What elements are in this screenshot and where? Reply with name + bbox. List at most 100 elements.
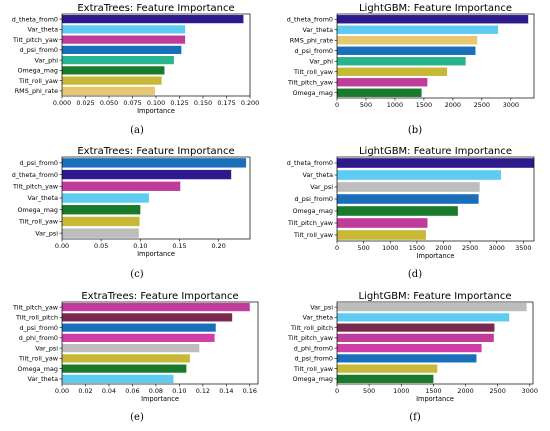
bar-Tilt_roll_yaw	[337, 67, 448, 76]
bar-Var_psi	[337, 182, 480, 192]
chart-title: ExtraTrees: Feature Importance	[77, 146, 234, 157]
x-tick-label: 1000	[393, 387, 409, 395]
category-label: Omega_mag	[17, 206, 58, 214]
bar-d_psi_from0	[62, 158, 247, 168]
bar-Tilt_roll_yaw	[62, 216, 140, 227]
category-label: RMS_phi_rate	[15, 87, 58, 95]
x-tick-label: 0.00	[55, 242, 69, 250]
x-axis-label: Importance	[141, 395, 179, 403]
bar-d_phi_from0	[337, 344, 482, 353]
bar-Var_theta	[62, 374, 174, 383]
bar-Var_theta	[62, 25, 186, 34]
category-label: Var_theta	[302, 314, 333, 322]
x-tick-label: 3000	[503, 101, 519, 109]
x-tick-label: 1500	[425, 387, 441, 395]
x-tick-label: 2000	[457, 387, 473, 395]
bar-Tilt_roll_pitch	[62, 313, 233, 322]
bar-Var_theta	[62, 193, 149, 203]
bar-d_theta_from0	[337, 158, 534, 168]
bar-Omega_mag	[337, 88, 422, 97]
x-tick-label: 3500	[515, 244, 531, 252]
x-tick-label: 0.06	[125, 387, 139, 395]
category-label: Tilt_roll_pitch	[15, 314, 58, 322]
category-label: d_theta_from0	[287, 15, 333, 23]
chart-panel-1: ExtraTrees: Feature Importance d_theta_fr…	[12, 3, 259, 136]
category-label: Var_psi	[35, 229, 58, 237]
category-label: Omega_mag	[292, 207, 333, 215]
category-label: Tilt_roll_yaw	[293, 231, 333, 239]
bar-d_psi_from0	[337, 46, 476, 55]
plot-frame	[61, 156, 251, 240]
category-label: Var_phi	[35, 56, 59, 64]
bar-Var_theta	[337, 25, 499, 34]
panel-label: (a)	[130, 125, 144, 136]
bar-Var_psi	[337, 303, 527, 312]
category-label: Tilt_pitch_yaw	[12, 36, 58, 44]
chart-panel-6: LightGBM: Feature Importance Var_psi Var_t…	[287, 291, 538, 423]
category-label: Tilt_roll_yaw	[18, 355, 58, 363]
bar-d_psi_from0	[337, 354, 477, 363]
chart-title: LightGBM: Feature Importance	[358, 291, 511, 302]
category-label: Omega_mag	[17, 365, 58, 373]
x-axis-label: Importance	[137, 250, 175, 258]
x-tick-label: 0.025	[76, 99, 94, 107]
category-label: d_theta_from0	[12, 15, 58, 23]
bar-Var_psi	[62, 344, 200, 353]
x-tick-label: 2500	[462, 244, 478, 252]
bar-Tilt_pitch_yaw	[337, 333, 494, 342]
category-label: d_phi_from0	[294, 344, 333, 352]
panel-label: (e)	[130, 412, 144, 423]
category-label: Omega_mag	[17, 67, 58, 75]
category-label: Tilt_roll_yaw	[18, 218, 58, 226]
x-tick-label: 0.10	[172, 387, 186, 395]
bar-Tilt_pitch_yaw	[62, 181, 181, 191]
bar-Tilt_roll_yaw	[62, 76, 162, 85]
category-label: RMS_phi_rate	[290, 36, 333, 44]
x-axis-label: Importance	[137, 107, 175, 115]
bar-Tilt_pitch_yaw	[337, 78, 428, 87]
bar-Tilt_roll_yaw	[62, 354, 190, 363]
x-tick-label: 2000	[435, 244, 451, 252]
panel-label: (b)	[408, 125, 422, 136]
x-tick-label: 0.12	[196, 387, 210, 395]
category-label: Var_theta	[302, 26, 333, 34]
category-label: Tilt_pitch_yaw	[287, 334, 333, 342]
plot-frame	[336, 156, 535, 242]
x-tick-label: 0.14	[219, 387, 233, 395]
plot-frame	[336, 301, 534, 385]
category-label: Var_theta	[27, 194, 58, 202]
bar-Omega_mag	[62, 205, 141, 215]
category-label: Var_psi	[310, 183, 333, 191]
x-tick-label: 0.08	[149, 387, 163, 395]
category-label: d_psi_from0	[19, 324, 58, 332]
category-label: Tilt_roll_yaw	[293, 365, 333, 373]
x-tick-label: 0.050	[100, 99, 118, 107]
x-tick-label: 500	[358, 244, 370, 252]
category-label: Var_phi	[310, 57, 334, 65]
category-label: d_psi_from0	[294, 47, 333, 55]
x-tick-label: 0.175	[217, 99, 235, 107]
bar-d_theta_from0	[337, 15, 529, 24]
bar-RMS_phi_rate	[62, 86, 156, 95]
x-tick-label: 3000	[489, 244, 505, 252]
x-tick-label: 1500	[416, 101, 432, 109]
bar-d_psi_from0	[62, 323, 216, 332]
category-label: Tilt_roll_pitch	[290, 324, 333, 332]
category-label: Tilt_roll_yaw	[293, 68, 333, 76]
category-label: Var_theta	[27, 26, 58, 34]
plot-frame	[336, 13, 535, 99]
category-label: d_theta_from0	[12, 171, 58, 179]
category-label: Var_theta	[302, 171, 333, 179]
panel-label: (c)	[130, 269, 144, 280]
chart-title: ExtraTrees: Feature Importance	[81, 291, 238, 302]
bar-Var_theta	[337, 170, 501, 180]
category-label: d_theta_from0	[287, 159, 333, 167]
chart-title: ExtraTrees: Feature Importance	[77, 3, 234, 14]
category-label: d_phi_from0	[19, 334, 58, 342]
category-label: Tilt_pitch_yaw	[287, 219, 333, 227]
bar-Tilt_roll_yaw	[337, 364, 438, 373]
category-label: Omega_mag	[292, 89, 333, 97]
plot-frame	[61, 13, 251, 97]
x-tick-label: 0.20	[212, 242, 226, 250]
